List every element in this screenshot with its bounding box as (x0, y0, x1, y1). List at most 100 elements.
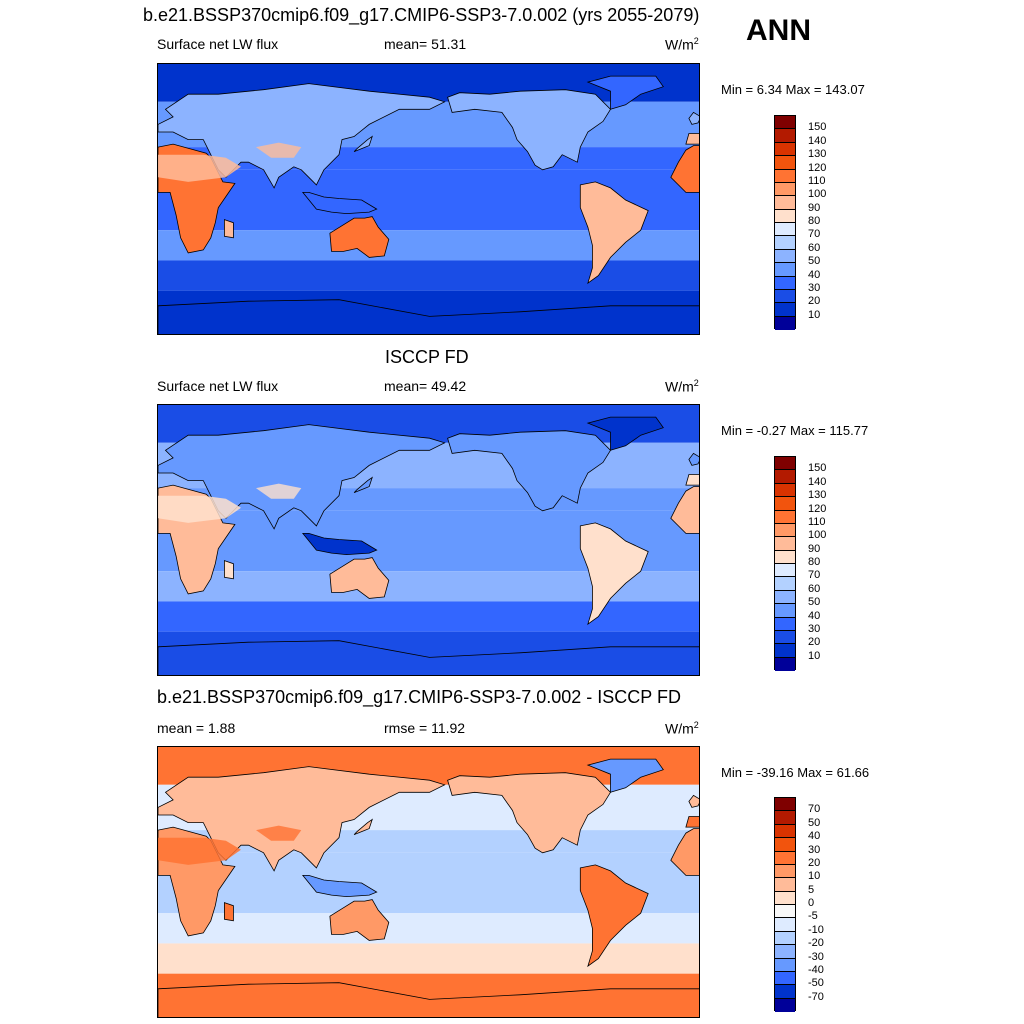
panel-diff-colorbar (774, 797, 796, 1012)
colorbar-swatch (775, 564, 795, 578)
colorbar-tick-label: 80 (808, 215, 821, 227)
colorbar-tick-label: -10 (808, 923, 824, 936)
colorbar-tick-label: 40 (808, 268, 821, 281)
landmass-iberia (685, 474, 699, 486)
colorbar-tick-label: -40 (808, 963, 824, 976)
landmass-westAfrica (670, 828, 699, 876)
landmass-northAmerica (447, 89, 612, 171)
desert-core (158, 495, 241, 523)
colorbar-swatch (775, 470, 795, 484)
colorbar-tick-label: 140 (808, 134, 827, 147)
colorbar-swatch (775, 644, 795, 658)
colorbar-tick-label: 30 (808, 281, 821, 294)
colorbar-swatch (775, 129, 795, 143)
colorbar-tick-label: 5 (808, 883, 815, 896)
colorbar-swatch (775, 838, 795, 852)
landmass-southAmerica (579, 181, 649, 285)
latitude-band (158, 601, 699, 632)
colorbar-tick-label: -20 (808, 937, 824, 950)
landmass-australia (329, 216, 390, 258)
colorbar-swatch (775, 824, 795, 839)
colorbar-tick-label: 100 (808, 188, 827, 201)
colorbar-swatch (775, 604, 795, 618)
colorbar-swatch (775, 630, 795, 645)
panel-model-minmax: Min = 6.34 Max = 143.07 (721, 82, 865, 97)
colorbar-swatch (775, 985, 795, 999)
colorbar-swatch (775, 523, 795, 538)
colorbar-tick-label: 50 (808, 816, 821, 829)
colorbar-tick-label: 30 (808, 843, 821, 856)
landmass-indonesia (301, 532, 378, 556)
colorbar-swatch (775, 918, 795, 932)
colorbar-swatch (775, 971, 795, 986)
landmass-japan (353, 818, 373, 835)
colorbar-tick-label: 150 (808, 462, 827, 475)
colorbar-tick-label: 10 (808, 649, 821, 662)
colorbar-swatch (775, 263, 795, 277)
panel-obs-variable-label: Surface net LW flux (157, 378, 279, 394)
colorbar-swatch (775, 905, 795, 919)
colorbar-tick-label: 140 (808, 475, 827, 488)
colorbar-swatch (775, 590, 795, 605)
colorbar-swatch (775, 864, 795, 879)
colorbar-tick-label: 20 (808, 636, 821, 649)
world-map (158, 64, 699, 334)
landmass-japan (353, 476, 373, 493)
colorbar-tick-label: 90 (808, 542, 821, 555)
colorbar-swatch (775, 236, 795, 250)
landmass-antarctica (158, 640, 699, 675)
colorbar-tick-label: 130 (808, 489, 827, 502)
colorbar-tick-label: 20 (808, 295, 821, 308)
colorbar-tick-label: 80 (808, 556, 821, 568)
landmass-japan (353, 135, 373, 152)
panel-diff-title: b.e21.BSSP370cmip6.f09_g17.CMIP6-SSP3-7.… (157, 687, 681, 707)
colorbar-swatch (775, 249, 795, 264)
colorbar-swatch (775, 316, 795, 330)
colorbar-swatch (775, 657, 795, 671)
landmass-australia (329, 557, 390, 599)
colorbar-tick-label: -70 (808, 990, 824, 1003)
colorbar-tick-label: 70 (808, 803, 821, 816)
colorbar-tick-label: 70 (808, 228, 821, 241)
colorbar-tick-label: 110 (808, 515, 826, 528)
panel-model-variable-label: Surface net LW flux (157, 36, 279, 52)
landmass-madagascar (224, 219, 234, 239)
desert-core (158, 154, 241, 182)
colorbar-tick-label: 60 (808, 582, 821, 595)
panel-model-mean-label: mean= 51.31 (384, 36, 467, 52)
landmass-indonesia (301, 874, 378, 898)
colorbar-swatch (775, 878, 795, 892)
colorbar-tick-label: 130 (808, 148, 827, 161)
colorbar-swatch (775, 945, 795, 959)
colorbar-tick-label: -5 (808, 910, 818, 923)
colorbar-tick-label: 40 (808, 609, 821, 622)
colorbar-swatch (775, 577, 795, 591)
landmass-madagascar (224, 560, 234, 580)
colorbar-swatch (775, 811, 795, 825)
colorbar-swatch (775, 931, 795, 946)
panel-obs-colorbar (774, 456, 796, 671)
panel-diff-minmax: Min = -39.16 Max = 61.66 (721, 765, 870, 780)
colorbar-swatch (775, 156, 795, 170)
colorbar-swatch (775, 289, 795, 304)
colorbar-tick-label: 110 (808, 174, 826, 187)
colorbar-swatch (775, 116, 795, 130)
landmass-antarctica (158, 299, 699, 334)
colorbar-swatch (775, 851, 795, 865)
desert-core (158, 837, 241, 865)
panel-obs-minmax: Min = -0.27 Max = 115.77 (721, 423, 869, 438)
colorbar-tick-label: -30 (808, 950, 824, 963)
colorbar-tick-label: -50 (808, 977, 824, 990)
colorbar-swatch (775, 998, 795, 1012)
landmass-southAmerica (579, 864, 649, 968)
panel-obs-title: ISCCP FD (385, 347, 469, 367)
landmass-westAfrica (670, 145, 699, 193)
world-map (158, 405, 699, 675)
colorbar-swatch (775, 497, 795, 511)
colorbar-tick-label: 120 (808, 161, 827, 174)
colorbar-swatch (775, 276, 795, 290)
colorbar-tick-label: 120 (808, 502, 827, 515)
landmass-madagascar (224, 902, 234, 922)
colorbar-swatch (775, 550, 795, 564)
colorbar-swatch (775, 891, 795, 905)
